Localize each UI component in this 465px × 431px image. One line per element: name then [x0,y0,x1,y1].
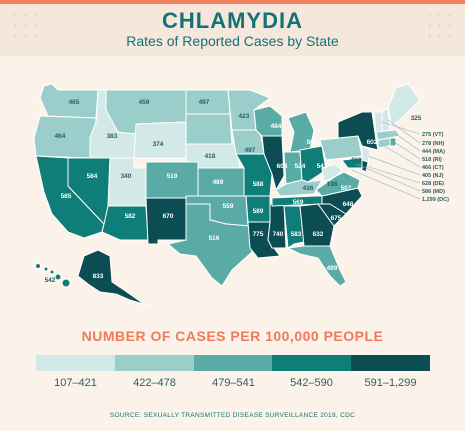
legend-swatch-2 [114,355,194,371]
label-IA: 497 [245,147,256,154]
legend-range-3: 479–541 [212,377,255,389]
ne-label-vt: 275 (VT) [422,132,444,138]
legend-swatch-4 [272,355,352,371]
state-SD [185,113,233,145]
label-NV: 584 [87,173,98,180]
page-subtitle: Rates of Reported Cases by State [126,33,339,49]
state-AL [283,205,305,249]
state-DE [361,159,369,173]
label-VA: 507 [341,185,352,192]
label-ME: 325 [411,115,422,122]
label-KY: 436 [303,185,314,192]
state-MS [267,203,287,249]
label-WV: 198 [327,181,338,188]
ne-label-de: 628 (DE) [422,181,444,187]
label-CO: 519 [167,173,178,180]
label-AL: 583 [291,231,302,238]
ne-label-ri: 518 (RI) [422,157,442,163]
state-MI [287,111,315,153]
state-KY [275,179,323,197]
label-GA: 632 [313,231,324,238]
ne-label-md: 586 (MD) [422,189,445,195]
state-FL [287,245,347,287]
label-AZ: 582 [125,213,136,220]
label-ID: 383 [107,133,118,140]
state-NY [337,111,379,151]
label-PA: 463 [351,157,362,164]
label-MN: 423 [239,113,250,120]
label-MT: 459 [139,99,150,106]
label-OH: 542 [317,163,328,170]
label-OR: 464 [55,133,66,140]
ne-label-nh: 278 (NH) [422,141,444,147]
header-band [0,4,465,56]
state-CT [377,137,391,149]
state-NH [381,107,391,133]
label-OK: 559 [223,203,234,210]
state-CO [145,161,199,199]
label-TX: 516 [209,235,220,242]
state-WV [321,163,343,183]
label-NY: 602 [367,139,378,146]
state-VT [373,111,383,133]
top-accent-bar [0,0,465,4]
label-MI: 506 [307,139,318,146]
us-choropleth-map: 465 464 585 584 383 459 374 340 582 519 … [33,83,449,307]
state-NM [145,197,187,245]
label-NC: 648 [343,201,354,208]
state-AK [77,249,151,307]
label-IN: 524 [295,163,306,170]
label-AR: 589 [253,208,264,215]
label-HI: 542 [45,277,56,284]
label-NM: 670 [163,213,174,220]
legend-swatch-1 [36,355,115,371]
label-IL: 604 [277,163,288,170]
legend-range-1: 107–421 [54,377,97,389]
ne-label-ct: 466 (CT) [422,165,444,171]
ne-label-nj: 405 (NJ) [422,173,444,179]
label-WA: 465 [69,99,80,106]
label-SD: 418 [205,153,216,160]
legend-range-2: 422–478 [133,377,176,389]
legend-title: NUMBER OF CASES PER 100,000 PEOPLE [81,328,384,344]
legend-range-4: 542–590 [290,377,333,389]
legend-color-bar [36,355,430,371]
state-MA [375,129,401,141]
label-UT: 340 [121,173,132,180]
legend-range-5: 591–1,299 [364,377,417,389]
label-LA: 775 [253,231,264,238]
page-title: CHLAMYDIA [162,8,303,33]
label-AK: 833 [93,273,104,280]
label-FL: 499 [327,265,338,272]
label-CA: 585 [61,193,72,200]
state-TX [167,203,253,287]
label-TN: 569 [293,199,304,206]
label-MO: 588 [253,181,264,188]
state-AZ [101,205,149,241]
legend-swatch-5 [351,355,430,371]
ne-label-dc: 1,299 (DC) [422,197,449,203]
ne-label-ma: 444 (MA) [422,149,445,155]
label-WY: 374 [153,141,164,148]
label-ND: 497 [199,99,210,106]
state-ME [387,83,421,127]
label-KS: 489 [213,179,224,186]
state-HI [35,263,71,288]
legend-swatch-3 [193,355,273,371]
label-WI: 484 [271,123,282,130]
label-MS: 740 [273,231,284,238]
label-SC: 675 [331,215,342,222]
state-UT [107,157,147,207]
state-RI [389,137,397,147]
state-WY [133,121,187,159]
state-OH [299,145,327,183]
source-citation: SOURCE: SEXUALLY TRANSMITTED DISEASE SUR… [109,412,356,419]
state-WI [253,105,283,137]
